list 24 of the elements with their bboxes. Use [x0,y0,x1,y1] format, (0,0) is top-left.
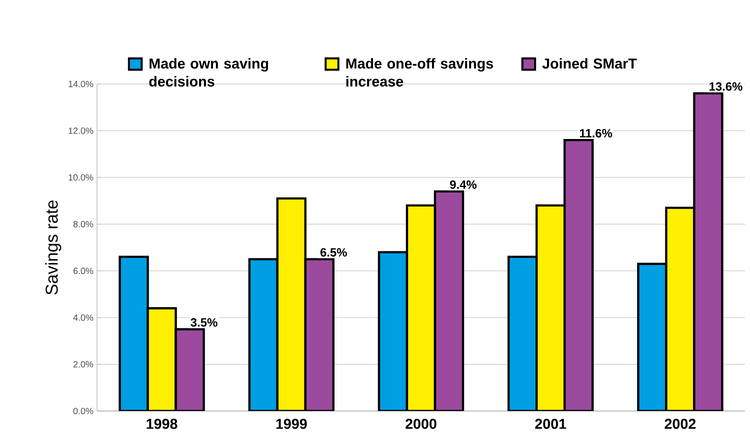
bar [665,206,696,411]
y-tick-label: 14.0% [68,80,94,88]
legend-label: Made one-off savings increase [346,58,494,87]
y-tick-label: 2.0% [73,361,94,368]
bar [118,256,149,411]
data-label: 6.5% [320,248,347,257]
y-tick-label: 12.0% [68,128,94,134]
data-label: 13.6% [710,82,742,91]
y-tick-label: 6.0% [73,268,94,274]
y-axis-title: Savings rate [45,200,62,295]
data-label: 9.4% [450,180,477,189]
y-tick-label: 8.0% [73,220,94,228]
y-tick-label: 0.0% [73,408,94,414]
data-label: 3.5% [190,318,218,327]
x-tick-label: 2002 [664,418,696,429]
x-tick-label: 1999 [276,418,307,429]
legend-label: Joined SMarT [542,58,637,69]
y-tick-label: 10.0% [68,174,94,181]
y-tick-label: 4.0% [73,314,94,321]
x-tick-label: 1998 [146,418,178,429]
x-tick-label: 2000 [406,418,436,429]
x-tick-label: 2001 [535,418,566,429]
legend-label: Made own saving decisions [149,58,268,87]
data-label: 11.6% [580,129,612,138]
